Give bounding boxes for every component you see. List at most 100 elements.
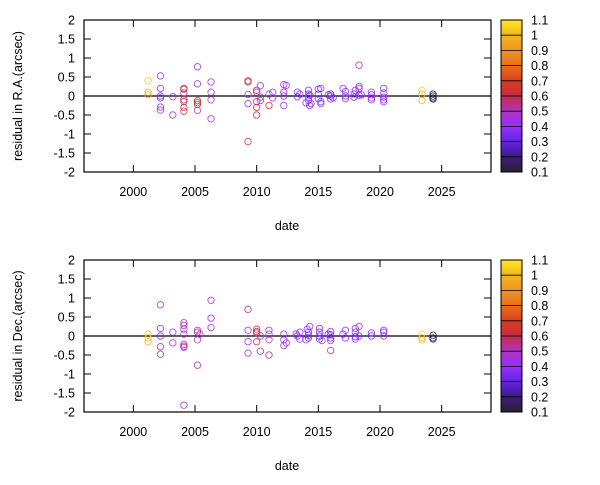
- data-point: [265, 336, 273, 344]
- data-point: [367, 88, 376, 96]
- data-point: [180, 340, 188, 349]
- x-tick-label: 2010: [243, 425, 271, 439]
- data-point: [207, 115, 215, 123]
- data-point: [252, 98, 261, 106]
- data-point: [252, 103, 261, 112]
- data-point: [244, 78, 252, 86]
- data-point: [180, 107, 188, 115]
- data-point: [193, 96, 202, 105]
- x-tick-label: 2020: [366, 425, 394, 439]
- colorbar-tick-label: 0.1: [531, 406, 548, 420]
- data-point: [144, 88, 152, 96]
- y-tick-label: 0: [68, 90, 75, 104]
- colorbar-tick-label: 0.3: [531, 135, 548, 149]
- data-point: [269, 94, 277, 102]
- data-point: [418, 334, 426, 342]
- data-point: [307, 99, 315, 108]
- colorbar-tick-label: 0.9: [531, 284, 548, 298]
- data-point: [318, 336, 326, 345]
- data-point: [156, 324, 165, 333]
- data-point: [367, 329, 376, 337]
- y-tick-label: 0.5: [58, 71, 75, 85]
- data-point: [306, 91, 314, 99]
- data-point: [156, 92, 165, 100]
- data-point: [282, 81, 290, 90]
- data-point: [341, 334, 350, 342]
- data-point: [180, 325, 188, 333]
- data-point: [306, 322, 314, 331]
- y-tick-label: -2: [64, 166, 75, 180]
- data-point: [380, 93, 388, 101]
- data-point: [252, 88, 261, 96]
- data-point: [207, 323, 215, 332]
- data-point: [341, 87, 350, 96]
- data-point: [380, 326, 388, 334]
- y-tick-label: -0.5: [53, 109, 75, 123]
- data-point: [269, 88, 277, 96]
- x-tick-label: 2025: [428, 185, 456, 199]
- colorbar-tick-label: 0.4: [531, 120, 548, 134]
- x-axis-label: date: [275, 219, 299, 233]
- data-point: [256, 96, 265, 105]
- data-point: [326, 334, 335, 342]
- data-point: [304, 86, 313, 95]
- y-tick-label: 1: [68, 52, 75, 66]
- colorbar-tick-label: 1.1: [531, 254, 548, 268]
- data-point: [180, 343, 188, 352]
- y-tick-label: 0.5: [58, 311, 75, 325]
- colorbar-tick-label: 1: [531, 269, 538, 283]
- colorbar-tick-label: 0.7: [531, 74, 548, 88]
- data-point: [169, 339, 177, 347]
- y-axis-label: residual in R.A.(arcsec): [11, 31, 25, 161]
- data-point: [380, 328, 388, 336]
- data-point: [429, 331, 437, 339]
- y-tick-label: 2: [68, 14, 75, 28]
- data-point: [429, 90, 437, 98]
- data-point: [180, 401, 188, 409]
- colorbar-tick-label: 1: [531, 29, 538, 43]
- data-point: [144, 91, 152, 99]
- data-point: [207, 78, 215, 86]
- data-point: [293, 93, 302, 101]
- data-point: [367, 94, 376, 102]
- data-point: [280, 330, 288, 338]
- x-tick-label: 2010: [243, 185, 271, 199]
- data-point: [256, 82, 265, 90]
- y-tick-label: -1: [64, 128, 75, 142]
- data-point: [244, 90, 252, 99]
- data-point: [293, 88, 302, 96]
- data-point: [156, 94, 165, 102]
- data-point: [304, 328, 313, 336]
- data-point: [302, 99, 310, 107]
- x-tick-label: 2020: [366, 185, 394, 199]
- data-point: [351, 333, 360, 341]
- y-tick-label: -1.5: [53, 387, 75, 401]
- data-point: [380, 84, 388, 93]
- data-point: [380, 98, 388, 106]
- data-point: [357, 91, 366, 99]
- data-point: [144, 334, 152, 342]
- data-point: [156, 301, 165, 309]
- data-point: [180, 330, 188, 338]
- data-point: [351, 86, 360, 95]
- colorbar-tick-label: 0.7: [531, 314, 548, 328]
- data-point: [418, 330, 426, 338]
- data-point: [193, 106, 202, 115]
- data-point: [156, 84, 165, 93]
- data-point: [355, 82, 363, 91]
- x-tick-label: 2005: [181, 185, 209, 199]
- data-point: [180, 321, 188, 330]
- x-tick-label: 2025: [428, 425, 456, 439]
- data-point: [193, 328, 202, 336]
- data-point: [144, 330, 152, 338]
- data-point: [244, 338, 252, 346]
- data-point: [326, 336, 335, 345]
- data-point: [326, 346, 335, 355]
- data-point: [256, 347, 265, 355]
- data-point: [156, 350, 165, 358]
- data-point: [265, 90, 273, 98]
- data-point: [341, 326, 350, 334]
- y-tick-label: -1.5: [53, 147, 75, 161]
- y-tick-label: 1: [68, 292, 75, 306]
- data-point: [351, 324, 360, 333]
